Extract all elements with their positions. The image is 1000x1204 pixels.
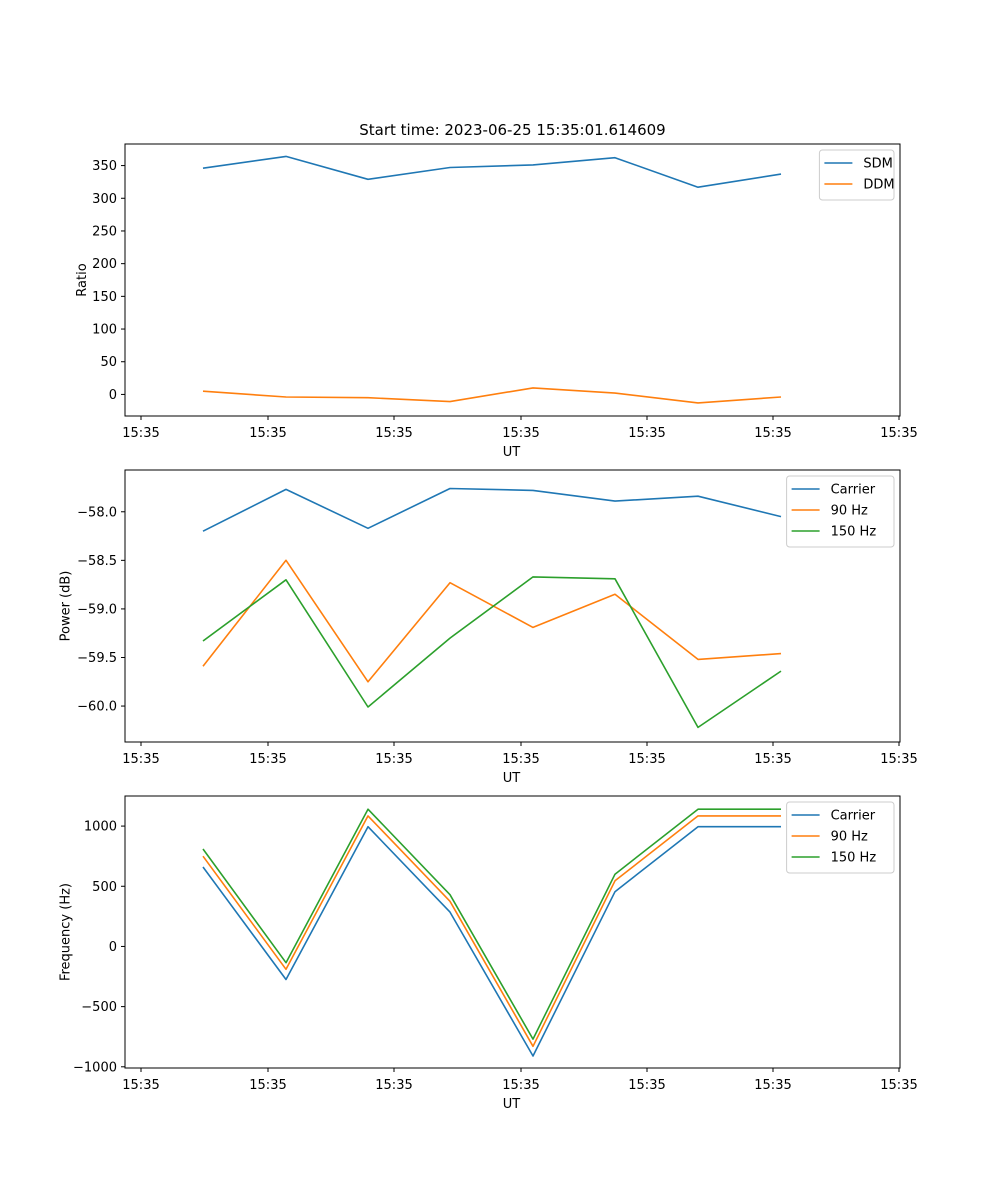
series-line-90-hz bbox=[202, 559, 782, 683]
x-tick-label: 15:35 bbox=[249, 426, 286, 441]
subplot-3: 15:35 15:35 15:35 15:35 15:35 15:35 15:35 UT −10… bbox=[59, 795, 918, 1112]
series-line-carrier bbox=[202, 825, 781, 1057]
series-line-150-hz bbox=[202, 576, 782, 729]
x-tick-label: 15:35 bbox=[502, 752, 539, 767]
x-tick-label: 15:35 bbox=[249, 1078, 286, 1093]
legend-label: DDM bbox=[863, 178, 894, 193]
y-tick-label: 50 bbox=[100, 355, 117, 370]
x-tick-label: 15:35 bbox=[880, 426, 917, 441]
series-line-ddm bbox=[202, 387, 782, 404]
axes-frame bbox=[124, 143, 901, 417]
y-tick-label: 0 bbox=[109, 388, 117, 403]
chart-title: Start time: 2023-06-25 15:35:01.614609 bbox=[359, 121, 665, 139]
legend-label: 90 Hz bbox=[831, 504, 868, 519]
y-tick-label: −59.0 bbox=[77, 602, 117, 617]
y-tick-label: 350 bbox=[92, 159, 117, 174]
x-tick-label: 15:35 bbox=[249, 752, 286, 767]
y-tick-label: −1000 bbox=[73, 1060, 117, 1075]
y-axis-label: Power (dB) bbox=[59, 571, 74, 642]
x-axis-label: UT bbox=[503, 771, 521, 786]
series-line-carrier bbox=[202, 487, 782, 532]
x-tick-label: 15:35 bbox=[122, 426, 159, 441]
legend-label: Carrier bbox=[831, 483, 876, 498]
x-tick-label: 15:35 bbox=[628, 426, 665, 441]
y-tick-label: 150 bbox=[92, 290, 117, 305]
series-line-150-hz bbox=[202, 808, 781, 1040]
x-tick-label: 15:35 bbox=[375, 1078, 412, 1093]
y-tick-label: −59.5 bbox=[77, 651, 117, 666]
y-tick-label: 500 bbox=[92, 880, 117, 895]
axes-frame bbox=[124, 469, 901, 743]
x-tick-label: 15:35 bbox=[502, 1078, 539, 1093]
y-tick-label: −58.0 bbox=[77, 505, 117, 520]
legend-box bbox=[786, 475, 895, 548]
y-tick-label: 0 bbox=[109, 940, 117, 955]
y-tick-label: 100 bbox=[92, 323, 117, 338]
legend-label: 150 Hz bbox=[831, 851, 877, 866]
legend: SDM DDM bbox=[818, 149, 895, 201]
x-tick-label: 15:35 bbox=[375, 426, 412, 441]
y-tick-label: 200 bbox=[92, 257, 117, 272]
legend-label: SDM bbox=[863, 157, 892, 172]
x-axis-label: UT bbox=[503, 1097, 521, 1112]
x-tick-label: 15:35 bbox=[754, 426, 791, 441]
y-tick-label: −500 bbox=[81, 1000, 117, 1015]
x-tick-label: 15:35 bbox=[122, 752, 159, 767]
subplot-2: 15:35 15:35 15:35 15:35 15:35 15:35 15:35 UT −60… bbox=[59, 469, 918, 786]
x-tick-label: 15:35 bbox=[502, 426, 539, 441]
x-tick-label: 15:35 bbox=[375, 752, 412, 767]
x-tick-label: 15:35 bbox=[880, 1078, 917, 1093]
y-tick-label: 1000 bbox=[84, 820, 117, 835]
x-axis-label: UT bbox=[503, 445, 521, 460]
series-line-sdm bbox=[202, 155, 782, 188]
subplot-1: Start time: 2023-06-25 15:35:01.614609 15… bbox=[75, 121, 918, 460]
series-line-90-hz bbox=[202, 815, 781, 1048]
x-tick-label: 15:35 bbox=[754, 752, 791, 767]
x-tick-label: 15:35 bbox=[122, 1078, 159, 1093]
y-tick-label: 300 bbox=[92, 192, 117, 207]
legend: Carrier 90 Hz 150 Hz bbox=[786, 475, 895, 548]
y-tick-label: −58.5 bbox=[77, 554, 117, 569]
y-axis-label: Ratio bbox=[75, 263, 90, 296]
legend-label: 150 Hz bbox=[831, 525, 877, 540]
y-axis-label: Frequency (Hz) bbox=[59, 883, 74, 981]
legend-label: Carrier bbox=[831, 809, 876, 824]
x-tick-label: 15:35 bbox=[628, 1078, 665, 1093]
legend: Carrier 90 Hz 150 Hz bbox=[786, 801, 895, 874]
y-tick-label: 250 bbox=[92, 224, 117, 239]
legend-label: 90 Hz bbox=[831, 830, 868, 845]
y-tick-label: −60.0 bbox=[77, 700, 117, 715]
legend-box bbox=[786, 801, 895, 874]
x-tick-label: 15:35 bbox=[880, 752, 917, 767]
x-tick-label: 15:35 bbox=[754, 1078, 791, 1093]
axes-frame bbox=[124, 795, 901, 1069]
x-tick-label: 15:35 bbox=[628, 752, 665, 767]
